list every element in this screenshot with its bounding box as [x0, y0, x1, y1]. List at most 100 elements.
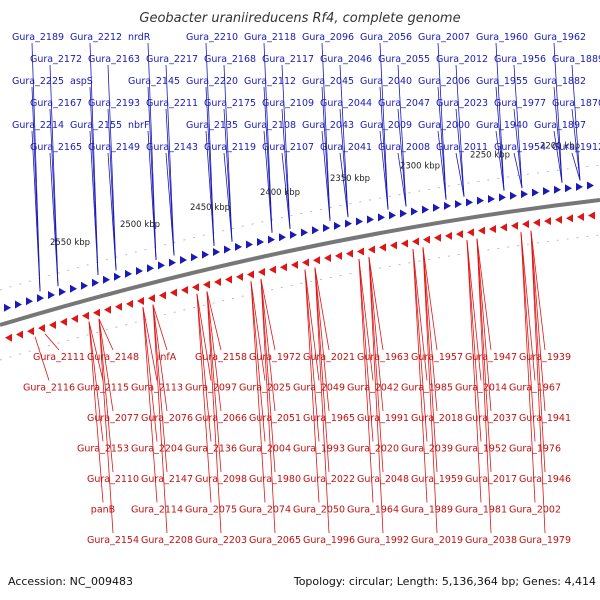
reverse-gene-label[interactable]: Gura_2075 [185, 505, 237, 516]
reverse-gene-label[interactable]: Gura_2065 [249, 535, 301, 546]
forward-gene-label[interactable]: Gura_1912 [552, 142, 600, 153]
reverse-gene-label[interactable]: Gura_1964 [347, 505, 399, 516]
forward-gene-label[interactable]: Gura_1870 [552, 98, 600, 109]
forward-gene-label[interactable]: Gura_1940 [476, 120, 528, 131]
forward-gene-label[interactable]: Gura_2043 [302, 120, 354, 131]
reverse-gene-label[interactable]: panB [91, 505, 115, 516]
forward-gene-label[interactable]: Gura_2165 [30, 142, 82, 153]
reverse-gene-label[interactable]: Gura_2077 [87, 413, 139, 424]
reverse-gene-label[interactable]: Gura_2017 [465, 474, 517, 485]
forward-gene-label[interactable]: Gura_2210 [186, 32, 238, 43]
forward-gene-label[interactable]: Gura_2175 [204, 98, 256, 109]
forward-gene-label[interactable]: Gura_2006 [418, 76, 470, 87]
forward-gene-label[interactable]: Gura_2193 [88, 98, 140, 109]
forward-gene-label[interactable]: Gura_2047 [378, 98, 430, 109]
reverse-gene-label[interactable]: Gura_1981 [455, 505, 507, 516]
forward-gene-label[interactable]: Gura_2189 [12, 32, 64, 43]
forward-gene-label[interactable]: Gura_2168 [204, 54, 256, 65]
reverse-gene-label[interactable]: Gura_2066 [195, 413, 247, 424]
forward-gene-label[interactable]: Gura_2135 [186, 120, 238, 131]
forward-gene-label[interactable]: Gura_2096 [302, 32, 354, 43]
reverse-gene-label[interactable]: Gura_1979 [519, 535, 571, 546]
forward-gene-label[interactable]: Gura_2119 [204, 142, 256, 153]
forward-gene-label[interactable]: Gura_2109 [262, 98, 314, 109]
reverse-gene-label[interactable]: Gura_2203 [195, 535, 247, 546]
forward-gene-label[interactable]: Gura_1889 [552, 54, 600, 65]
reverse-gene-label[interactable]: Gura_2136 [185, 444, 237, 455]
forward-gene-label[interactable]: Gura_2044 [320, 98, 372, 109]
forward-gene-label[interactable]: Gura_1962 [534, 32, 586, 43]
reverse-gene-label[interactable]: Gura_1952 [455, 444, 507, 455]
reverse-gene-label[interactable]: Gura_1965 [303, 413, 355, 424]
reverse-gene-label[interactable]: Gura_2037 [465, 413, 517, 424]
reverse-gene-label[interactable]: Gura_2114 [131, 505, 183, 516]
reverse-gene-label[interactable]: Gura_1941 [519, 413, 571, 424]
forward-gene-label[interactable]: Gura_2118 [244, 32, 296, 43]
forward-gene-label[interactable]: Gura_2108 [244, 120, 296, 131]
reverse-gene-label[interactable]: Gura_2116 [23, 383, 75, 394]
forward-gene-label[interactable]: nbrF [128, 120, 149, 131]
reverse-gene-label[interactable]: Gura_2158 [195, 352, 247, 363]
reverse-gene-label[interactable]: Gura_2208 [141, 535, 193, 546]
reverse-gene-label[interactable]: Gura_1957 [411, 352, 463, 363]
reverse-gene-label[interactable]: Gura_2147 [141, 474, 193, 485]
reverse-gene-label[interactable]: Gura_1980 [249, 474, 301, 485]
forward-gene-label[interactable]: Gura_2045 [302, 76, 354, 87]
forward-gene-label[interactable]: Gura_2217 [146, 54, 198, 65]
forward-gene-label[interactable]: Gura_2107 [262, 142, 314, 153]
forward-gene-label[interactable]: Gura_1882 [534, 76, 586, 87]
reverse-gene-label[interactable]: Gura_1967 [509, 383, 561, 394]
forward-gene-label[interactable]: Gura_2008 [378, 142, 430, 153]
reverse-gene-label[interactable]: Gura_1993 [293, 444, 345, 455]
forward-gene-label[interactable]: Gura_1897 [534, 120, 586, 131]
reverse-gene-label[interactable]: Gura_2048 [357, 474, 409, 485]
forward-gene-label[interactable]: Gura_2214 [12, 120, 64, 131]
forward-gene-label[interactable]: Gura_2167 [30, 98, 82, 109]
reverse-gene-label[interactable]: Gura_2018 [411, 413, 463, 424]
reverse-gene-label[interactable]: infA [158, 352, 177, 363]
reverse-gene-label[interactable]: Gura_2039 [401, 444, 453, 455]
forward-gene-label[interactable]: Gura_2041 [320, 142, 372, 153]
reverse-gene-label[interactable]: Gura_1985 [401, 383, 453, 394]
forward-gene-label[interactable]: Gura_2149 [88, 142, 140, 153]
forward-gene-label[interactable]: Gura_1954 [494, 142, 546, 153]
forward-gene-label[interactable]: Gura_2225 [12, 76, 64, 87]
reverse-gene-label[interactable]: Gura_1972 [249, 352, 301, 363]
reverse-gene-label[interactable]: Gura_2020 [347, 444, 399, 455]
forward-gene-label[interactable]: Gura_2055 [378, 54, 430, 65]
forward-gene-label[interactable]: Gura_2011 [436, 142, 488, 153]
reverse-gene-label[interactable]: Gura_2002 [509, 505, 561, 516]
forward-gene-label[interactable]: Gura_1955 [476, 76, 528, 87]
reverse-gene-label[interactable]: Gura_2021 [303, 352, 355, 363]
forward-gene-label[interactable]: Gura_2212 [70, 32, 122, 43]
reverse-gene-label[interactable]: Gura_2115 [77, 383, 129, 394]
reverse-gene-label[interactable]: Gura_2154 [87, 535, 139, 546]
reverse-gene-label[interactable]: Gura_1992 [357, 535, 409, 546]
forward-gene-label[interactable]: Gura_2000 [418, 120, 470, 131]
reverse-gene-label[interactable]: Gura_2111 [33, 352, 85, 363]
reverse-gene-label[interactable]: Gura_2204 [131, 444, 183, 455]
forward-gene-label[interactable]: Gura_2117 [262, 54, 314, 65]
reverse-gene-label[interactable]: Gura_2113 [131, 383, 183, 394]
reverse-gene-label[interactable]: Gura_2076 [141, 413, 193, 424]
reverse-gene-label[interactable]: Gura_2038 [465, 535, 517, 546]
forward-gene-label[interactable]: Gura_2163 [88, 54, 140, 65]
reverse-gene-label[interactable]: Gura_2042 [347, 383, 399, 394]
reverse-gene-label[interactable]: Gura_1947 [465, 352, 517, 363]
reverse-gene-label[interactable]: Gura_1939 [519, 352, 571, 363]
reverse-gene-label[interactable]: Gura_2074 [239, 505, 291, 516]
forward-gene-label[interactable]: Gura_2009 [360, 120, 412, 131]
reverse-gene-label[interactable]: Gura_2019 [411, 535, 463, 546]
forward-gene-label[interactable]: Gura_1977 [494, 98, 546, 109]
reverse-gene-label[interactable]: Gura_2110 [87, 474, 139, 485]
reverse-gene-label[interactable]: Gura_2153 [77, 444, 129, 455]
reverse-gene-label[interactable]: Gura_2004 [239, 444, 291, 455]
forward-gene-label[interactable]: Gura_2012 [436, 54, 488, 65]
reverse-gene-label[interactable]: Gura_2022 [303, 474, 355, 485]
reverse-gene-label[interactable]: Gura_1959 [411, 474, 463, 485]
forward-gene-label[interactable]: Gura_2040 [360, 76, 412, 87]
forward-gene-label[interactable]: Gura_2056 [360, 32, 412, 43]
reverse-gene-label[interactable]: Gura_1996 [303, 535, 355, 546]
reverse-gene-label[interactable]: Gura_2025 [239, 383, 291, 394]
reverse-gene-label[interactable]: Gura_2097 [185, 383, 237, 394]
